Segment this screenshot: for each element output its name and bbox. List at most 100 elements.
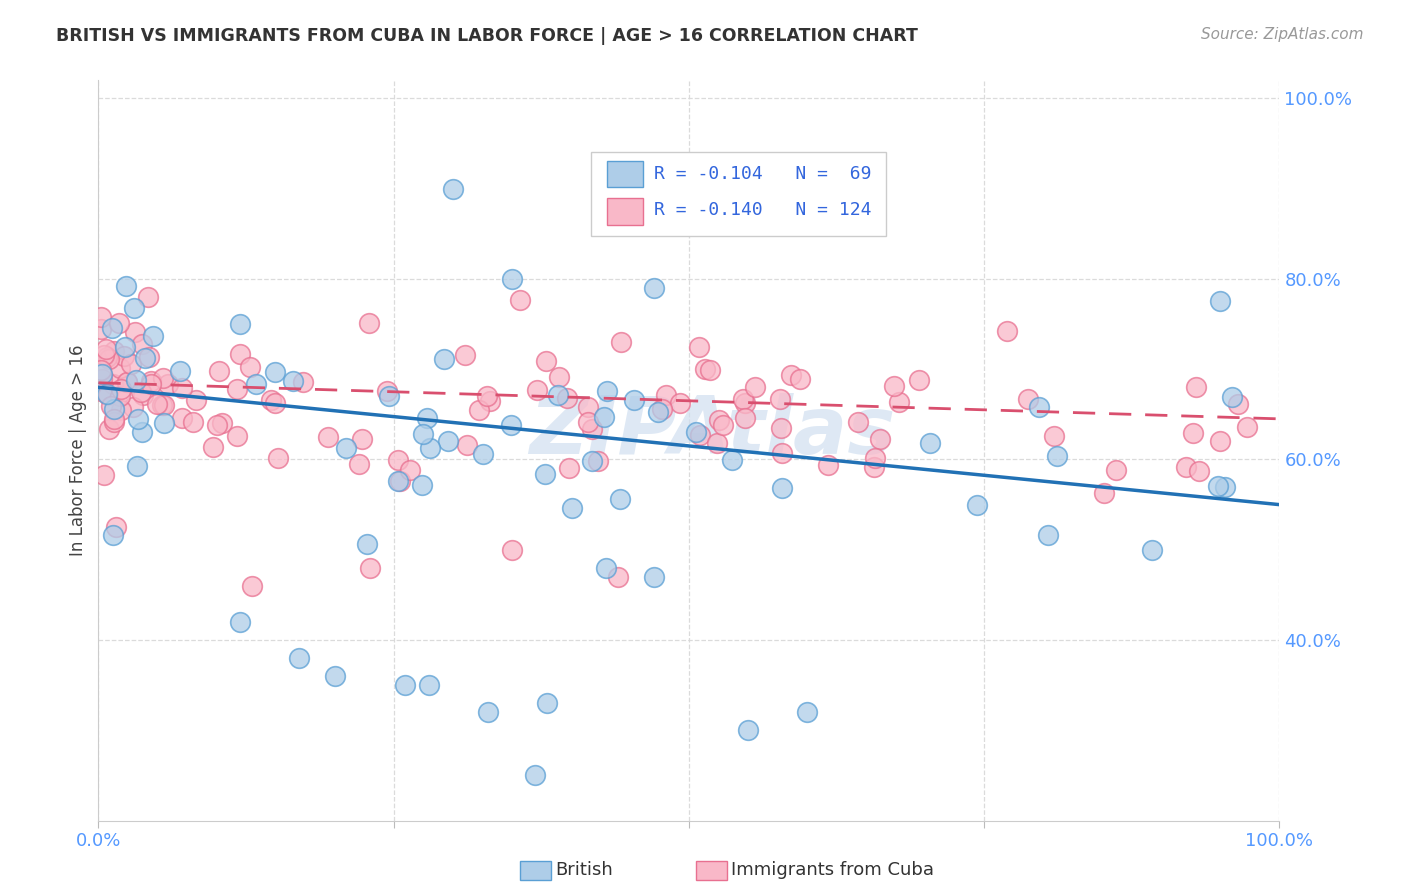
Point	[90, 372, 112, 386]
Point	[226, 382, 249, 396]
Point	[557, 460, 579, 475]
Point	[288, 651, 311, 665]
Point	[1046, 450, 1069, 464]
Point	[323, 669, 346, 683]
Point	[172, 411, 194, 425]
Point	[96, 387, 118, 401]
Point	[1185, 380, 1208, 394]
Point	[796, 706, 818, 720]
Point	[643, 570, 665, 584]
Point	[651, 402, 673, 417]
Text: R = -0.140   N = 124: R = -0.140 N = 124	[654, 201, 872, 219]
Point	[883, 379, 905, 393]
Point	[122, 301, 145, 315]
Point	[103, 376, 125, 391]
Point	[734, 396, 756, 410]
Point	[610, 335, 633, 350]
Point	[170, 381, 193, 395]
Point	[134, 351, 156, 365]
Point	[211, 416, 233, 430]
Point	[229, 317, 252, 331]
Point	[97, 388, 120, 402]
Point	[108, 316, 131, 330]
Point	[90, 384, 112, 398]
Point	[1174, 460, 1197, 475]
Point	[524, 768, 547, 782]
Point	[1181, 425, 1204, 440]
Point	[146, 397, 169, 411]
Point	[103, 402, 125, 417]
Point	[1236, 419, 1258, 434]
Point	[1209, 434, 1232, 449]
Point	[100, 399, 122, 413]
Point	[433, 352, 456, 367]
Point	[416, 411, 439, 425]
Point	[260, 393, 283, 408]
Point	[112, 350, 135, 364]
Point	[734, 411, 756, 425]
Point	[229, 615, 252, 629]
Point	[124, 373, 146, 387]
Point	[97, 422, 120, 436]
Point	[141, 374, 163, 388]
Point	[501, 542, 523, 557]
Point	[93, 348, 115, 362]
Point	[1220, 390, 1243, 404]
Point	[101, 527, 124, 541]
Point	[349, 457, 371, 471]
Point	[394, 678, 416, 692]
Point	[90, 363, 112, 377]
Point	[688, 340, 710, 354]
Point	[737, 723, 759, 738]
Text: Source: ZipAtlas.com: Source: ZipAtlas.com	[1201, 27, 1364, 42]
Point	[110, 382, 132, 396]
Point	[1092, 485, 1115, 500]
Point	[534, 353, 557, 368]
Text: British: British	[555, 861, 613, 879]
Point	[526, 383, 548, 397]
Point	[501, 272, 523, 286]
Point	[769, 392, 792, 406]
Point	[586, 454, 609, 468]
Point	[581, 454, 603, 468]
Point	[477, 706, 499, 720]
Point	[863, 459, 886, 474]
Point	[499, 417, 522, 432]
Point	[596, 384, 619, 398]
Point	[96, 350, 118, 364]
Point	[127, 411, 149, 425]
Point	[264, 396, 287, 410]
Point	[772, 446, 794, 460]
Point	[240, 579, 263, 593]
Point	[201, 440, 224, 454]
Point	[120, 357, 142, 371]
Point	[388, 474, 411, 488]
Point	[93, 468, 115, 483]
Point	[281, 374, 304, 388]
Point	[184, 393, 207, 408]
Point	[693, 362, 716, 376]
Point	[643, 281, 665, 295]
Point	[132, 388, 155, 402]
Point	[399, 463, 422, 477]
Point	[1140, 542, 1163, 557]
Point	[125, 459, 148, 474]
Point	[1188, 464, 1211, 478]
Point	[907, 373, 929, 387]
Point	[387, 453, 409, 467]
Point	[536, 696, 558, 710]
Point	[152, 417, 174, 431]
Point	[129, 384, 152, 399]
Point	[105, 519, 128, 533]
Point	[101, 321, 124, 335]
Point	[685, 425, 707, 439]
Point	[436, 434, 458, 448]
Point	[1206, 478, 1229, 492]
Point	[124, 326, 146, 340]
Point	[264, 365, 287, 379]
Point	[534, 467, 557, 481]
Point	[966, 498, 988, 512]
Point	[169, 364, 191, 378]
Point	[115, 279, 138, 293]
Point	[115, 376, 138, 390]
